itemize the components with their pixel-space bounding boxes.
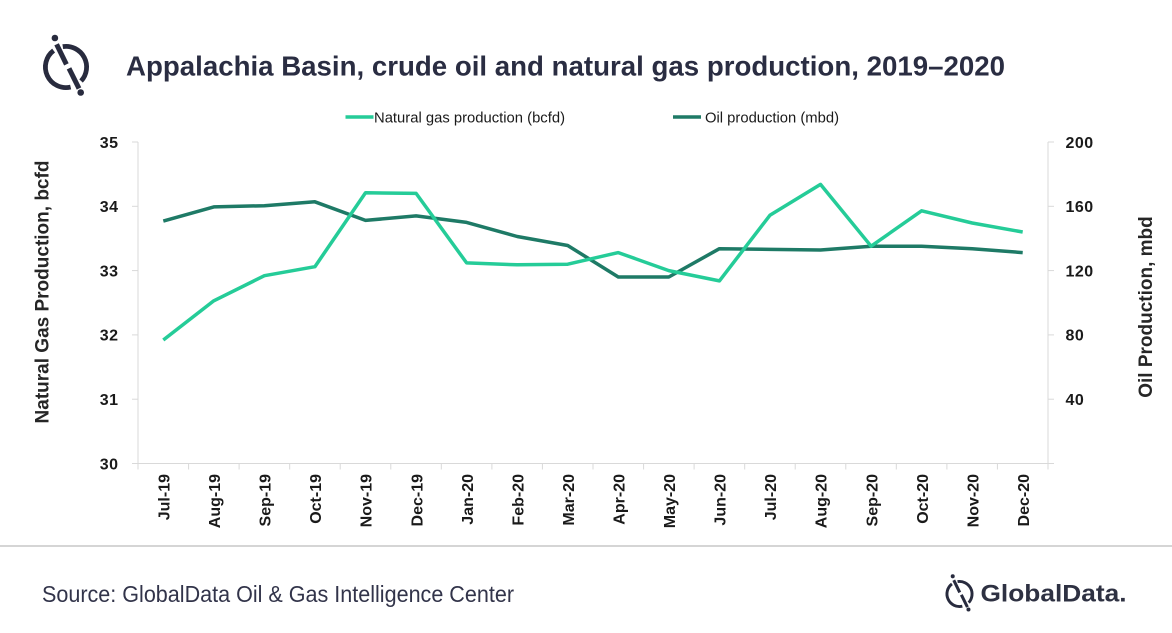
svg-text:Jan-20: Jan-20 [460,474,477,525]
svg-text:33: 33 [100,263,119,280]
svg-text:Natural Gas Production, bcfd: Natural Gas Production, bcfd [33,161,54,424]
svg-text:80: 80 [1066,328,1085,345]
svg-text:Oil production (mbd): Oil production (mbd) [705,110,839,127]
svg-text:May-20: May-20 [662,474,679,528]
svg-text:160: 160 [1066,199,1094,216]
svg-text:Dec-19: Dec-19 [409,474,426,527]
svg-text:Aug-20: Aug-20 [814,474,831,528]
svg-text:40: 40 [1066,392,1085,409]
svg-text:Sep-20: Sep-20 [864,474,881,527]
svg-text:30: 30 [100,456,119,473]
svg-text:Feb-20: Feb-20 [510,474,527,526]
svg-text:Sep-19: Sep-19 [258,474,275,527]
svg-text:Natural gas production (bcfd): Natural gas production (bcfd) [374,110,565,127]
svg-text:Oil Production, mbd: Oil Production, mbd [1136,216,1157,398]
svg-text:35: 35 [100,135,119,152]
svg-text:32: 32 [100,328,119,345]
svg-text:Oct-20: Oct-20 [915,474,932,524]
svg-text:Mar-20: Mar-20 [561,474,578,526]
svg-text:Jul-20: Jul-20 [763,474,780,520]
svg-text:31: 31 [100,392,119,409]
svg-text:Jun-20: Jun-20 [713,474,730,526]
svg-text:Appalachia Basin, crude oil an: Appalachia Basin, crude oil and natural … [126,51,1005,82]
svg-text:34: 34 [100,199,119,216]
svg-text:Apr-20: Apr-20 [612,474,629,525]
svg-text:Nov-20: Nov-20 [965,474,982,527]
svg-text:120: 120 [1066,263,1094,280]
svg-text:Jul-19: Jul-19 [157,474,174,520]
svg-text:200: 200 [1066,135,1094,152]
svg-text:Oct-19: Oct-19 [308,474,325,524]
svg-text:Aug-19: Aug-19 [207,474,224,528]
svg-text:GlobalData.: GlobalData. [981,581,1127,608]
svg-text:Nov-19: Nov-19 [359,474,376,527]
svg-text:Source: GlobalData Oil & Gas I: Source: GlobalData Oil & Gas Intelligenc… [42,581,514,607]
svg-text:Dec-20: Dec-20 [1016,474,1033,527]
